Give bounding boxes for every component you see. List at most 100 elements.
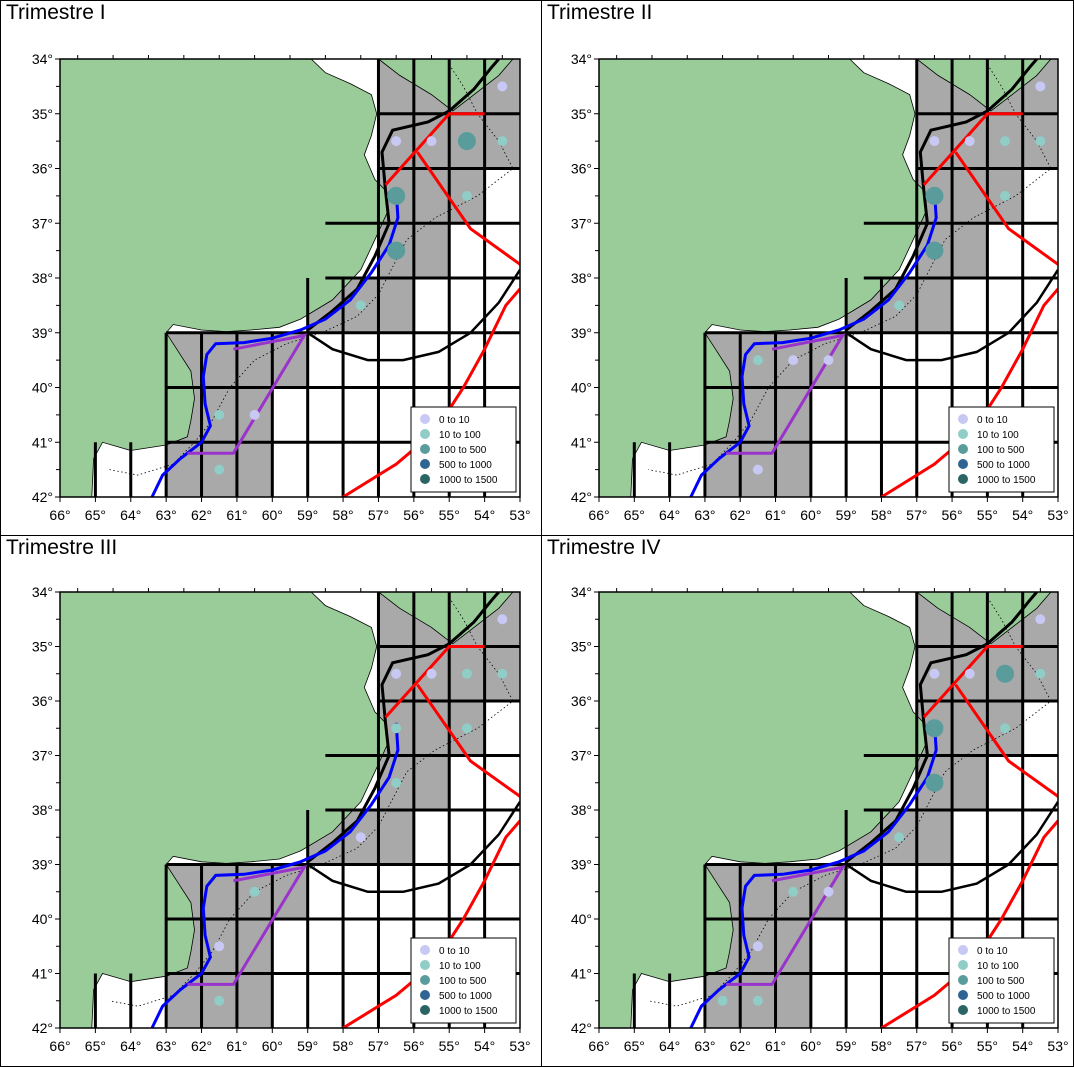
catch-circle	[925, 719, 944, 738]
lat-tick-label: 37°	[32, 215, 53, 231]
shelf-cell	[952, 755, 988, 810]
catch-circle	[1035, 614, 1046, 625]
catch-circle	[1000, 190, 1011, 201]
lon-tick-label: 56°	[403, 1038, 424, 1054]
lon-tick-label: 63°	[694, 1038, 715, 1054]
catch-circle	[1035, 668, 1046, 679]
lon-tick-label: 53°	[509, 1038, 530, 1054]
lat-tick-label: 39°	[32, 325, 53, 341]
lat-tick-label: 40°	[32, 380, 53, 396]
red-line	[416, 683, 520, 798]
arc-black-line	[845, 269, 1058, 362]
catch-circle	[497, 668, 508, 679]
red-line	[342, 288, 520, 497]
lat-tick-label: 36°	[32, 161, 53, 177]
legend-label: 100 to 500	[977, 445, 1025, 456]
shelf-cell	[916, 810, 953, 865]
lat-tick-label: 35°	[571, 639, 592, 655]
lon-tick-label: 65°	[85, 1038, 106, 1054]
lon-tick-label: 61°	[226, 507, 247, 523]
legend-label: 10 to 100	[977, 430, 1019, 441]
catch-circle	[1000, 136, 1011, 147]
catch-circle	[925, 241, 944, 260]
lon-tick-label: 56°	[941, 1038, 962, 1054]
legend-swatch	[958, 990, 968, 1000]
lon-tick-label: 59°	[836, 507, 857, 523]
shelf-cell	[166, 442, 202, 497]
panel-trimestre-2: Trimestre II 66° 65° 64° 63° 62° 61° 60° 59° 58°…	[542, 1, 1074, 536]
catch-circle	[391, 723, 402, 734]
catch-circle	[1035, 81, 1046, 92]
lon-tick-label: 54°	[474, 507, 495, 523]
catch-circle	[823, 355, 834, 366]
lon-tick-label: 57°	[368, 507, 389, 523]
catch-circle	[249, 886, 260, 897]
shelf-cell	[166, 973, 202, 1028]
map-area	[599, 592, 1058, 1028]
shelf-cell	[775, 442, 811, 497]
purple-line	[187, 865, 308, 986]
legend-swatch	[958, 444, 968, 454]
lon-tick-label: 61°	[765, 507, 786, 523]
catch-circle	[788, 355, 799, 366]
lat-tick-label: 37°	[571, 215, 592, 231]
lat-tick-label: 41°	[32, 434, 53, 450]
catch-circle	[214, 941, 225, 952]
catch-circle	[387, 186, 406, 205]
red-line	[954, 151, 1058, 266]
legend-label: 100 to 500	[977, 976, 1025, 987]
lat-tick-label: 34°	[32, 584, 53, 600]
catch-circle	[929, 136, 940, 147]
shelf-cell	[704, 442, 741, 497]
catch-circle	[894, 300, 905, 311]
lon-tick-label: 57°	[906, 507, 927, 523]
red-line	[922, 645, 1023, 719]
catch-circle	[387, 241, 406, 260]
catch-circle	[752, 355, 763, 366]
lon-tick-label: 54°	[474, 1038, 495, 1054]
legend-label: 10 to 100	[439, 430, 481, 441]
lon-tick-label: 57°	[368, 1038, 389, 1054]
catch-circle	[391, 136, 402, 147]
catch-circle	[823, 886, 834, 897]
catch-circle	[391, 777, 402, 788]
catch-circle	[214, 995, 225, 1006]
lon-tick-label: 55°	[439, 507, 460, 523]
map-trimestre-1: 66° 65° 64° 63° 62° 61° 60° 59° 58° 57° 56° 55° 54° 5…	[32, 51, 531, 523]
panel-trimestre-3: Trimestre III 66° 65° 64° 63° 62° 61° 60° 59° 58…	[1, 536, 542, 1067]
lon-tick-label: 66°	[588, 1038, 609, 1054]
lat-tick-label: 42°	[571, 1020, 592, 1036]
legend-swatch	[420, 1005, 430, 1015]
lon-tick-label: 65°	[85, 507, 106, 523]
shelf-cell	[413, 755, 450, 810]
land-argentina	[60, 592, 388, 1028]
lat-tick-label: 42°	[32, 489, 53, 505]
legend-swatch	[958, 429, 968, 439]
lat-tick-label: 39°	[571, 857, 592, 873]
lat-tick-label: 41°	[571, 434, 592, 450]
lat-tick-label: 38°	[32, 802, 53, 818]
shelf-cell	[952, 223, 988, 278]
catch-circle	[355, 300, 366, 311]
legend-label: 500 to 1000	[977, 991, 1030, 1002]
red-line	[880, 288, 1058, 497]
purple-line	[187, 333, 308, 455]
lat-tick-label: 40°	[571, 911, 592, 927]
legend-swatch	[958, 945, 968, 955]
lon-tick-label: 63°	[156, 1038, 177, 1054]
catch-circle	[249, 409, 260, 420]
arc-black-line	[307, 269, 520, 362]
red-line	[416, 151, 520, 266]
catch-circle	[752, 995, 763, 1006]
land-argentina	[599, 592, 927, 1028]
catch-circle	[929, 668, 940, 679]
shelf-cell	[916, 278, 953, 333]
lon-tick-label: 60°	[800, 507, 821, 523]
lon-tick-label: 64°	[659, 507, 680, 523]
catch-circle	[457, 132, 476, 151]
lat-tick-label: 42°	[571, 489, 592, 505]
lon-tick-label: 55°	[977, 1038, 998, 1054]
lon-tick-label: 66°	[49, 507, 70, 523]
lon-tick-label: 64°	[659, 1038, 680, 1054]
